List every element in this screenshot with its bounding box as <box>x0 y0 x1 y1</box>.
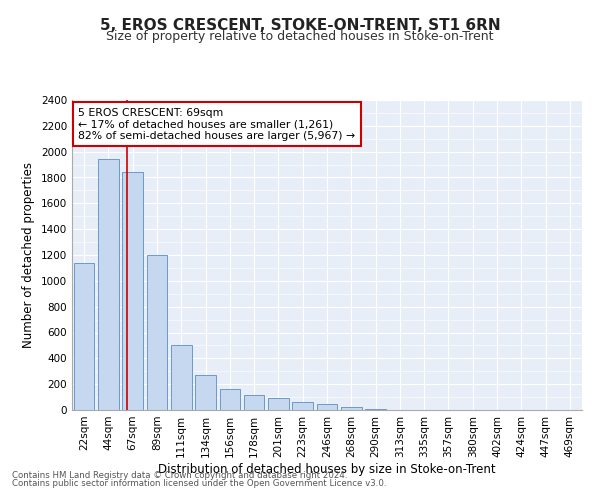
Bar <box>220 390 240 410</box>
Bar <box>98 160 119 410</box>
Bar <box>317 404 337 410</box>
Text: Contains HM Land Registry data © Crown copyright and database right 2024.: Contains HM Land Registry data © Crown c… <box>12 471 347 480</box>
Bar <box>195 375 216 410</box>
Bar <box>171 346 191 410</box>
Bar <box>365 408 386 410</box>
Bar <box>268 398 289 410</box>
Bar <box>341 407 362 410</box>
Bar <box>146 255 167 410</box>
Y-axis label: Number of detached properties: Number of detached properties <box>22 162 35 348</box>
Bar <box>244 394 265 410</box>
Text: 5 EROS CRESCENT: 69sqm
← 17% of detached houses are smaller (1,261)
82% of semi-: 5 EROS CRESCENT: 69sqm ← 17% of detached… <box>78 108 355 141</box>
Text: 5, EROS CRESCENT, STOKE-ON-TRENT, ST1 6RN: 5, EROS CRESCENT, STOKE-ON-TRENT, ST1 6R… <box>100 18 500 32</box>
Text: Contains public sector information licensed under the Open Government Licence v3: Contains public sector information licen… <box>12 478 386 488</box>
Bar <box>122 172 143 410</box>
Text: Size of property relative to detached houses in Stoke-on-Trent: Size of property relative to detached ho… <box>106 30 494 43</box>
Bar <box>292 402 313 410</box>
X-axis label: Distribution of detached houses by size in Stoke-on-Trent: Distribution of detached houses by size … <box>158 462 496 475</box>
Bar <box>74 262 94 410</box>
